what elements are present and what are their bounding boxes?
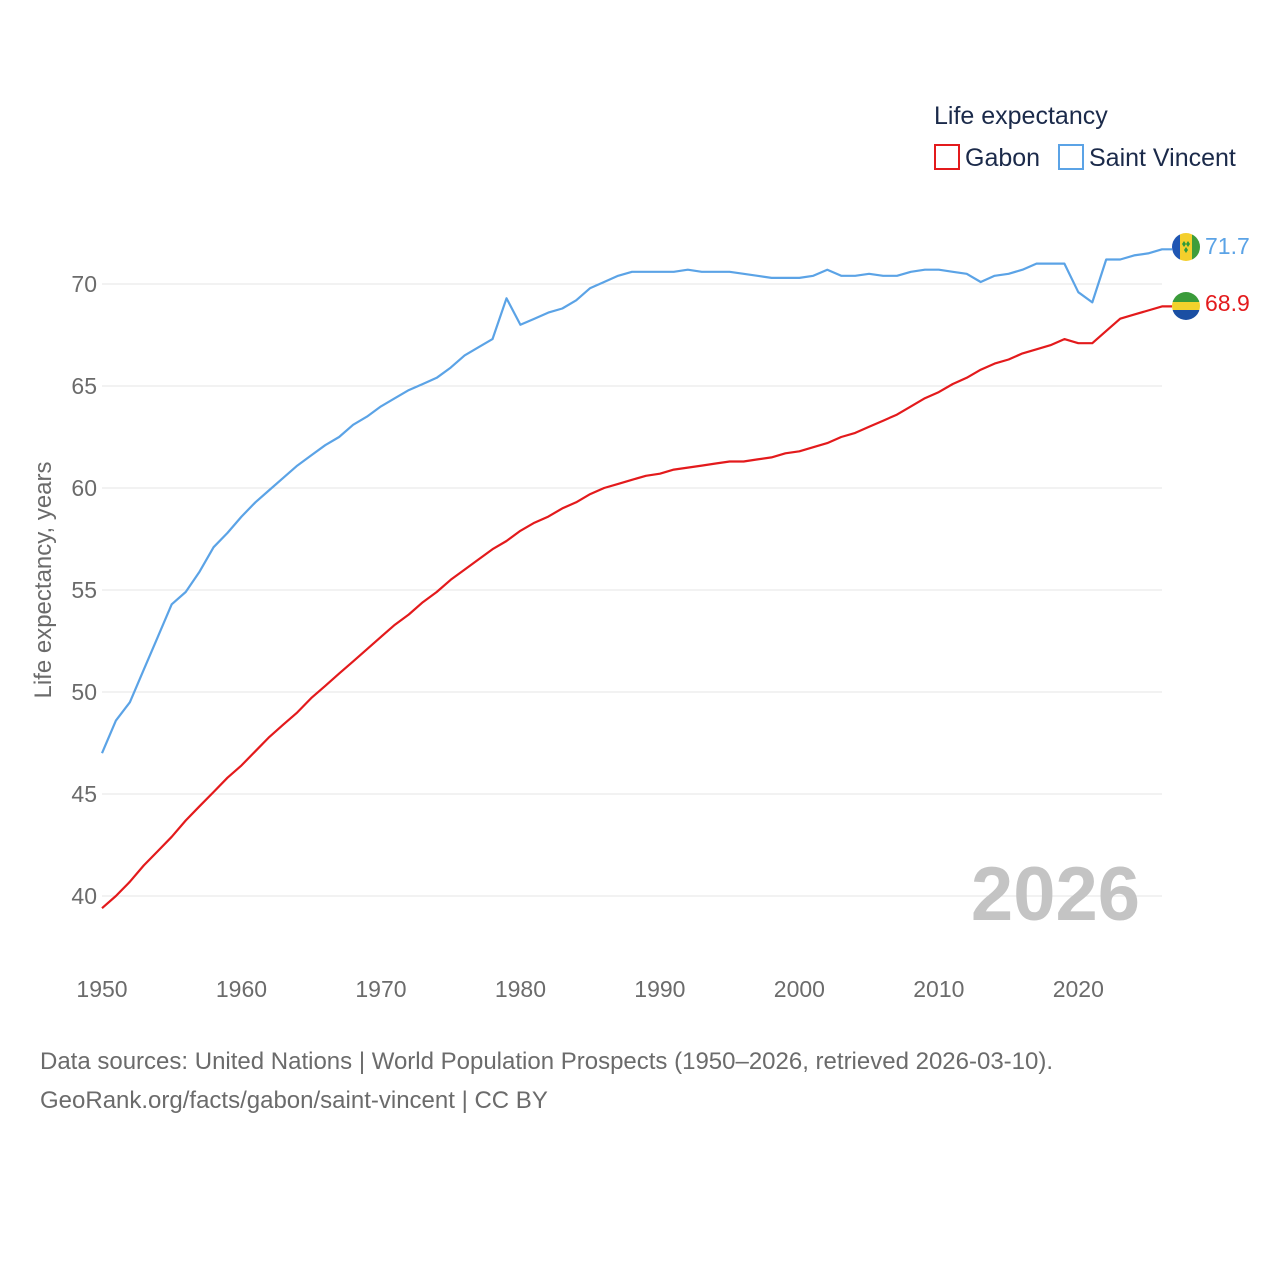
series-lines	[100, 248, 1172, 910]
end-labels: 71.7 68.9	[1172, 233, 1250, 320]
current-year-watermark: 2026	[971, 852, 1140, 937]
x-tick-1960: 1960	[216, 976, 267, 1002]
grid	[102, 283, 1162, 897]
y-tick-40: 40	[71, 883, 97, 909]
y-tick-labels: 40 45 50 55 60 65 70	[71, 271, 97, 909]
x-tick-1980: 1980	[495, 976, 546, 1002]
end-value-gabon: 68.9	[1205, 290, 1250, 316]
x-tick-1990: 1990	[634, 976, 685, 1002]
legend-item-saint-vincent[interactable]: Saint Vincent	[1058, 144, 1236, 172]
y-tick-65: 65	[71, 373, 97, 399]
source-line-1: Data sources: United Nations | World Pop…	[40, 1048, 1053, 1075]
saint-vincent-flag-icon	[1172, 233, 1200, 261]
x-tick-1970: 1970	[355, 976, 406, 1002]
legend-label-saint-vincent: Saint Vincent	[1089, 144, 1236, 172]
series-line-gabon[interactable]	[101, 305, 1172, 910]
legend-label-gabon: Gabon	[965, 144, 1040, 172]
y-tick-70: 70	[71, 271, 97, 297]
legend: Life expectancy Gabon Saint Vincent	[934, 102, 1236, 172]
x-tick-2020: 2020	[1053, 976, 1104, 1002]
legend-title: Life expectancy	[934, 102, 1108, 130]
y-tick-55: 55	[71, 577, 97, 603]
gabon-flag-icon	[1172, 292, 1200, 320]
series-line-saint-vincent[interactable]	[100, 248, 1172, 754]
legend-swatch-gabon	[934, 144, 960, 170]
x-tick-labels: 1950 1960 1970 1980 1990 2000 2010 2020	[76, 976, 1103, 1002]
y-axis-label: Life expectancy, years	[30, 461, 57, 698]
end-value-saint-vincent: 71.7	[1205, 233, 1250, 259]
source-line-2: GeoRank.org/facts/gabon/saint-vincent | …	[40, 1087, 548, 1114]
legend-swatch-saint-vincent	[1058, 144, 1084, 170]
y-tick-60: 60	[71, 475, 97, 501]
x-tick-1950: 1950	[76, 976, 127, 1002]
x-tick-2000: 2000	[774, 976, 825, 1002]
y-tick-50: 50	[71, 679, 97, 705]
y-tick-45: 45	[71, 781, 97, 807]
x-tick-2010: 2010	[913, 976, 964, 1002]
legend-item-gabon[interactable]: Gabon	[934, 144, 1040, 172]
